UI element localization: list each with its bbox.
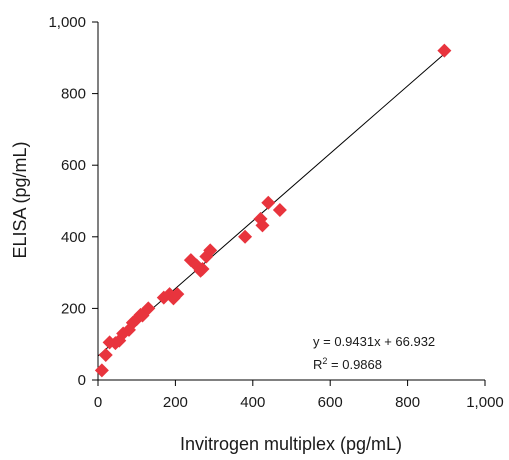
x-tick-label: 0 — [94, 394, 102, 411]
data-point — [195, 262, 210, 277]
axes — [97, 22, 485, 381]
data-points — [94, 43, 452, 378]
data-point — [203, 243, 218, 258]
data-point — [141, 301, 156, 316]
regression-equation: y = 0.9431x + 66.932 — [313, 334, 435, 349]
axis-labels: 0 200 400 600 800 1,000 0 200 400 600 800 1,000 — [48, 14, 503, 411]
data-point — [170, 287, 185, 302]
ticks — [92, 21, 486, 386]
y-tick-label: 400 — [61, 229, 86, 246]
data-point — [261, 195, 276, 210]
r-squared-label: R2 = 0.9868 — [313, 356, 382, 372]
data-point — [238, 229, 253, 244]
x-tick-label: 800 — [395, 394, 420, 411]
data-point — [94, 363, 109, 378]
data-point — [98, 347, 113, 362]
x-axis-title: Invitrogen multiplex (pg/mL) — [180, 434, 402, 454]
x-tick-label: 400 — [240, 394, 265, 411]
data-point — [272, 202, 287, 217]
r-squared-value: = 0.9868 — [327, 357, 382, 372]
x-tick-label: 200 — [163, 394, 188, 411]
y-tick-label: 0 — [78, 372, 86, 389]
r-squared-letter: R — [313, 357, 322, 372]
y-axis-title: ELISA (pg/mL) — [10, 141, 30, 258]
y-tick-label: 800 — [61, 86, 86, 103]
x-tick-label: 1,000 — [466, 394, 504, 411]
data-point — [437, 43, 452, 58]
y-tick-label: 200 — [61, 300, 86, 317]
x-tick-label: 600 — [318, 394, 343, 411]
y-tick-label: 600 — [61, 157, 86, 174]
r-squared-superscript: 2 — [322, 356, 327, 366]
data-point — [255, 218, 270, 233]
y-tick-label: 1,000 — [48, 14, 86, 31]
